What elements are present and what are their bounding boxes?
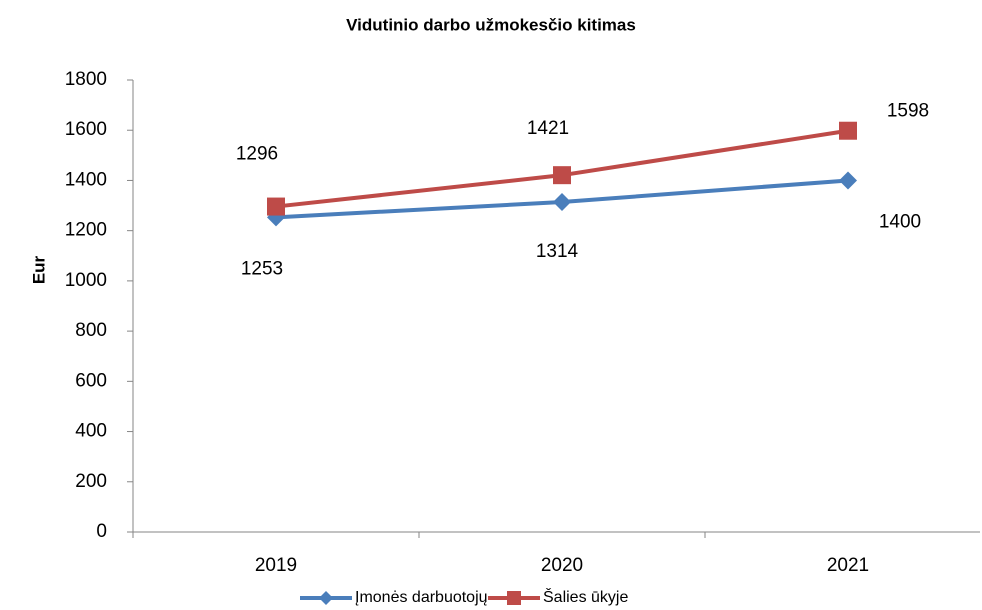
y-tick-label: 1600: [65, 119, 107, 140]
data-label: 1314: [536, 241, 579, 262]
marker: [267, 197, 285, 216]
marker: [839, 171, 857, 190]
y-tick-label: 0: [96, 521, 107, 542]
data-label: 1421: [527, 118, 569, 139]
y-tick-label: 1200: [65, 220, 107, 241]
marker: [839, 121, 857, 140]
data-label: 1598: [887, 101, 929, 122]
y-tick-label: 1800: [65, 69, 107, 90]
data-label: 1253: [241, 258, 283, 279]
x-tick-label: 2020: [541, 555, 583, 576]
y-tick-label: 400: [75, 421, 107, 442]
marker: [553, 166, 571, 185]
legend-label: Įmonės darbuotojų: [355, 589, 488, 606]
y-tick-label: 800: [75, 320, 107, 341]
x-tick-label: 2019: [255, 555, 297, 576]
y-tick-label: 1000: [65, 270, 107, 291]
marker: [553, 193, 571, 212]
legend-marker: [319, 591, 333, 605]
chart-title: Vidutinio darbo užmokesčio kitimas: [346, 15, 636, 34]
y-tick-label: 200: [75, 471, 107, 492]
y-tick-label: 600: [75, 370, 107, 391]
y-axis-label: Eur: [29, 255, 48, 284]
legend-marker: [507, 591, 521, 605]
y-tick-label: 1400: [65, 169, 107, 190]
legend-label: Šalies ūkyje: [543, 587, 628, 606]
data-label: 1296: [236, 144, 278, 165]
data-label: 1400: [879, 211, 921, 232]
x-tick-label: 2021: [827, 555, 869, 576]
